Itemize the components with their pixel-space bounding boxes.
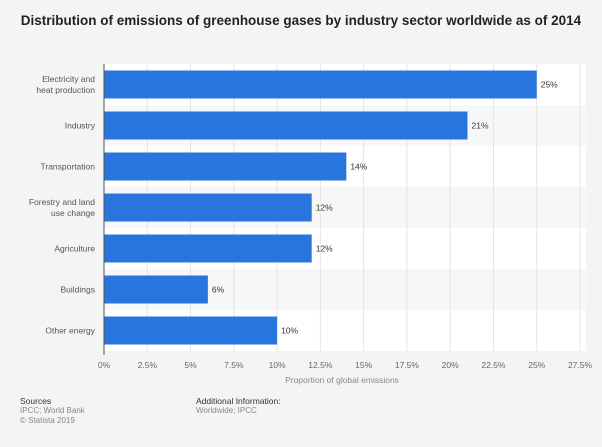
x-tick-label: 12.5% — [308, 360, 333, 370]
bar — [104, 234, 312, 263]
data-label: 12% — [316, 203, 333, 213]
data-label: 25% — [541, 80, 558, 90]
sources-label: Sources — [20, 396, 52, 406]
bar — [104, 111, 468, 140]
x-tick-label: 17.5% — [395, 360, 420, 370]
x-tick-label: 10% — [269, 360, 286, 370]
category-label: Agriculture — [54, 244, 95, 254]
category-label: Electricity and — [42, 74, 95, 84]
chart-title: Distribution of emissions of greenhouse … — [20, 13, 582, 28]
data-label: 6% — [212, 285, 225, 295]
x-tick-label: 27.5% — [568, 360, 593, 370]
data-label: 10% — [281, 326, 298, 336]
category-label: heat production — [36, 85, 95, 95]
bar — [104, 275, 208, 304]
x-tick-label: 15% — [355, 360, 372, 370]
x-axis-title: Proportion of global emissions — [285, 375, 399, 385]
x-tick-label: 20% — [442, 360, 459, 370]
additional-info-text: Worldwide; IPCC — [196, 406, 257, 415]
category-label: Forestry and land — [29, 197, 95, 207]
x-tick-label: 5% — [184, 360, 197, 370]
sources-text: IPCC; World Bank — [20, 406, 85, 415]
copyright-text: © Statista 2019 — [20, 416, 75, 425]
x-tick-label: 0% — [98, 360, 111, 370]
sources-block: Sources IPCC; World Bank © Statista 2019 — [20, 396, 85, 426]
additional-info-label: Additional Information: — [196, 396, 281, 406]
x-tick-label: 22.5% — [481, 360, 506, 370]
data-label: 21% — [471, 121, 488, 131]
category-label: Other energy — [45, 326, 95, 336]
category-label: Industry — [65, 121, 96, 131]
data-label: 12% — [316, 244, 333, 254]
x-tick-label: 25% — [528, 360, 545, 370]
bar — [104, 152, 347, 181]
bar — [104, 70, 537, 99]
x-tick-label: 7.5% — [224, 360, 244, 370]
category-label: Transportation — [41, 162, 96, 172]
data-label: 14% — [350, 162, 367, 172]
bar — [104, 193, 312, 222]
bar — [104, 316, 278, 345]
x-tick-label: 2.5% — [138, 360, 158, 370]
category-label: Buildings — [61, 285, 96, 295]
category-label: use change — [51, 208, 95, 218]
additional-info-block: Additional Information: Worldwide; IPCC — [196, 396, 281, 416]
